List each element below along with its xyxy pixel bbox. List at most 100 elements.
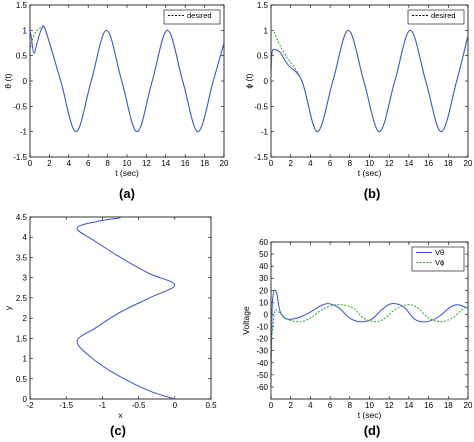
x-tick-label: 16 — [424, 159, 433, 168]
y-tick-label: 40 — [259, 262, 268, 271]
x-tick-label: 20 — [464, 401, 473, 410]
y-axis-label: y — [3, 305, 13, 310]
x-tick-label: 10 — [123, 159, 132, 168]
x-tick-label: 8 — [105, 159, 110, 168]
x-axis-label: t (sec) — [115, 168, 139, 178]
x-tick-label: 4 — [67, 159, 72, 168]
legend-entry: desired — [187, 11, 212, 20]
x-tick-label: 16 — [181, 159, 190, 168]
y-tick-label: 0 — [23, 395, 28, 404]
y-tick-label: -1.5 — [13, 153, 27, 162]
y-tick-label: 50 — [259, 250, 268, 259]
chart-panel-2: -2 -1.5 -1 -0.5 0 0.5 0 0.5 1 1.5 2 2.5 3 3.5 4 4.5 x y (c… — [3, 213, 217, 438]
x-tick-label: 18 — [200, 159, 209, 168]
x-tick-label: 14 — [404, 159, 413, 168]
series-line-desired — [271, 29, 468, 133]
y-tick-label: 60 — [259, 238, 268, 247]
y-tick-label: 1.5 — [257, 1, 269, 10]
plot-frame — [29, 216, 212, 400]
series-line-path — [76, 217, 176, 399]
y-tick-label: 30 — [259, 274, 268, 283]
x-tick-label: 6 — [328, 159, 333, 168]
x-tick-label: 20 — [464, 159, 473, 168]
x-axis-label: t (sec) — [358, 168, 382, 178]
y-tick-label: -1 — [20, 128, 28, 137]
x-tick-label: 0 — [269, 159, 274, 168]
y-tick-label: -10 — [256, 323, 268, 332]
x-tick-label: 20 — [220, 159, 229, 168]
x-tick-label: 2 — [288, 401, 293, 410]
y-axis-label: Voltage — [241, 306, 251, 335]
x-tick-label: 2 — [47, 159, 52, 168]
chart-panel-1: 0 2 4 6 8 10 12 14 16 18 20 -1.5 -1 -0.5 0 0.5 1 1.5 t (se… — [244, 1, 473, 201]
y-tick-label: 1.5 — [16, 1, 28, 10]
x-tick-label: 0.5 — [205, 401, 217, 410]
plot-frame — [29, 4, 225, 158]
y-tick-label: 0.5 — [16, 52, 28, 61]
y-tick-label: 0.5 — [16, 375, 28, 384]
x-tick-label: 6 — [86, 159, 91, 168]
y-tick-label: 1 — [264, 26, 269, 35]
x-axis-label: t (sec) — [358, 410, 382, 420]
x-tick-label: 14 — [161, 159, 170, 168]
x-tick-label: 18 — [444, 159, 453, 168]
x-axis-label: x — [118, 410, 123, 420]
x-tick-label: 4 — [308, 159, 313, 168]
y-tick-label: 1.5 — [16, 334, 28, 343]
x-tick-label: 2 — [288, 159, 293, 168]
x-tick-label: 8 — [348, 401, 353, 410]
y-tick-label: 2.5 — [16, 294, 28, 303]
x-tick-label: 18 — [444, 401, 453, 410]
y-tick-label: -60 — [256, 383, 268, 392]
x-tick-label: 12 — [142, 159, 151, 168]
y-tick-label: 10 — [259, 298, 268, 307]
y-tick-label: 3.5 — [16, 253, 28, 262]
x-tick-label: -1.5 — [59, 401, 73, 410]
y-tick-label: 1 — [23, 26, 28, 35]
x-tick-label: 0 — [173, 401, 178, 410]
panel-label: (a) — [119, 186, 135, 201]
series-line-Vθ — [271, 289, 468, 393]
y-tick-label: 4.5 — [16, 213, 28, 222]
series-line-actual — [30, 25, 224, 133]
y-axis-label: ϕ (t) — [244, 73, 254, 88]
x-tick-label: 6 — [328, 401, 333, 410]
x-tick-label: 14 — [404, 401, 413, 410]
legend-entry: desired — [431, 11, 456, 20]
x-tick-label: 12 — [385, 401, 394, 410]
y-tick-label: 4 — [23, 233, 28, 242]
y-axis-label: θ (t) — [3, 73, 13, 88]
x-tick-label: 4 — [308, 401, 313, 410]
x-tick-label: 0 — [269, 401, 274, 410]
x-tick-label: 10 — [365, 159, 374, 168]
y-tick-label: -40 — [256, 359, 268, 368]
legend-entry: Vθ — [435, 248, 444, 257]
x-tick-label: 8 — [348, 159, 353, 168]
x-tick-label: -0.5 — [132, 401, 146, 410]
y-tick-label: -1 — [261, 128, 269, 137]
x-tick-label: -1 — [99, 401, 107, 410]
y-tick-label: -50 — [256, 371, 268, 380]
panel-label: (c) — [110, 423, 126, 438]
y-tick-label: 2 — [23, 314, 28, 323]
x-tick-label: -2 — [26, 401, 34, 410]
x-tick-label: 16 — [424, 401, 433, 410]
x-tick-label: 0 — [28, 159, 33, 168]
y-tick-label: 1 — [23, 355, 28, 364]
y-tick-label: -30 — [256, 347, 268, 356]
series-line-desired — [30, 25, 224, 133]
y-tick-label: -1.5 — [254, 153, 268, 162]
legend-box — [163, 9, 221, 25]
y-tick-label: 20 — [259, 286, 268, 295]
x-tick-label: 12 — [385, 159, 394, 168]
series-line-Vϕ — [271, 304, 468, 334]
legend-box — [411, 246, 465, 272]
legend-box — [407, 9, 465, 25]
panel-label: (d) — [364, 423, 381, 438]
y-tick-label: 0 — [23, 77, 28, 86]
chart-panel-0: 0 2 4 6 8 10 12 14 16 18 20 -1.5 -1 -0.5 0 0.5 1 1.5 t (se… — [3, 1, 229, 201]
plot-frame — [270, 4, 469, 158]
legend-entry: Vϕ — [435, 258, 444, 267]
y-tick-label: 0 — [264, 77, 269, 86]
